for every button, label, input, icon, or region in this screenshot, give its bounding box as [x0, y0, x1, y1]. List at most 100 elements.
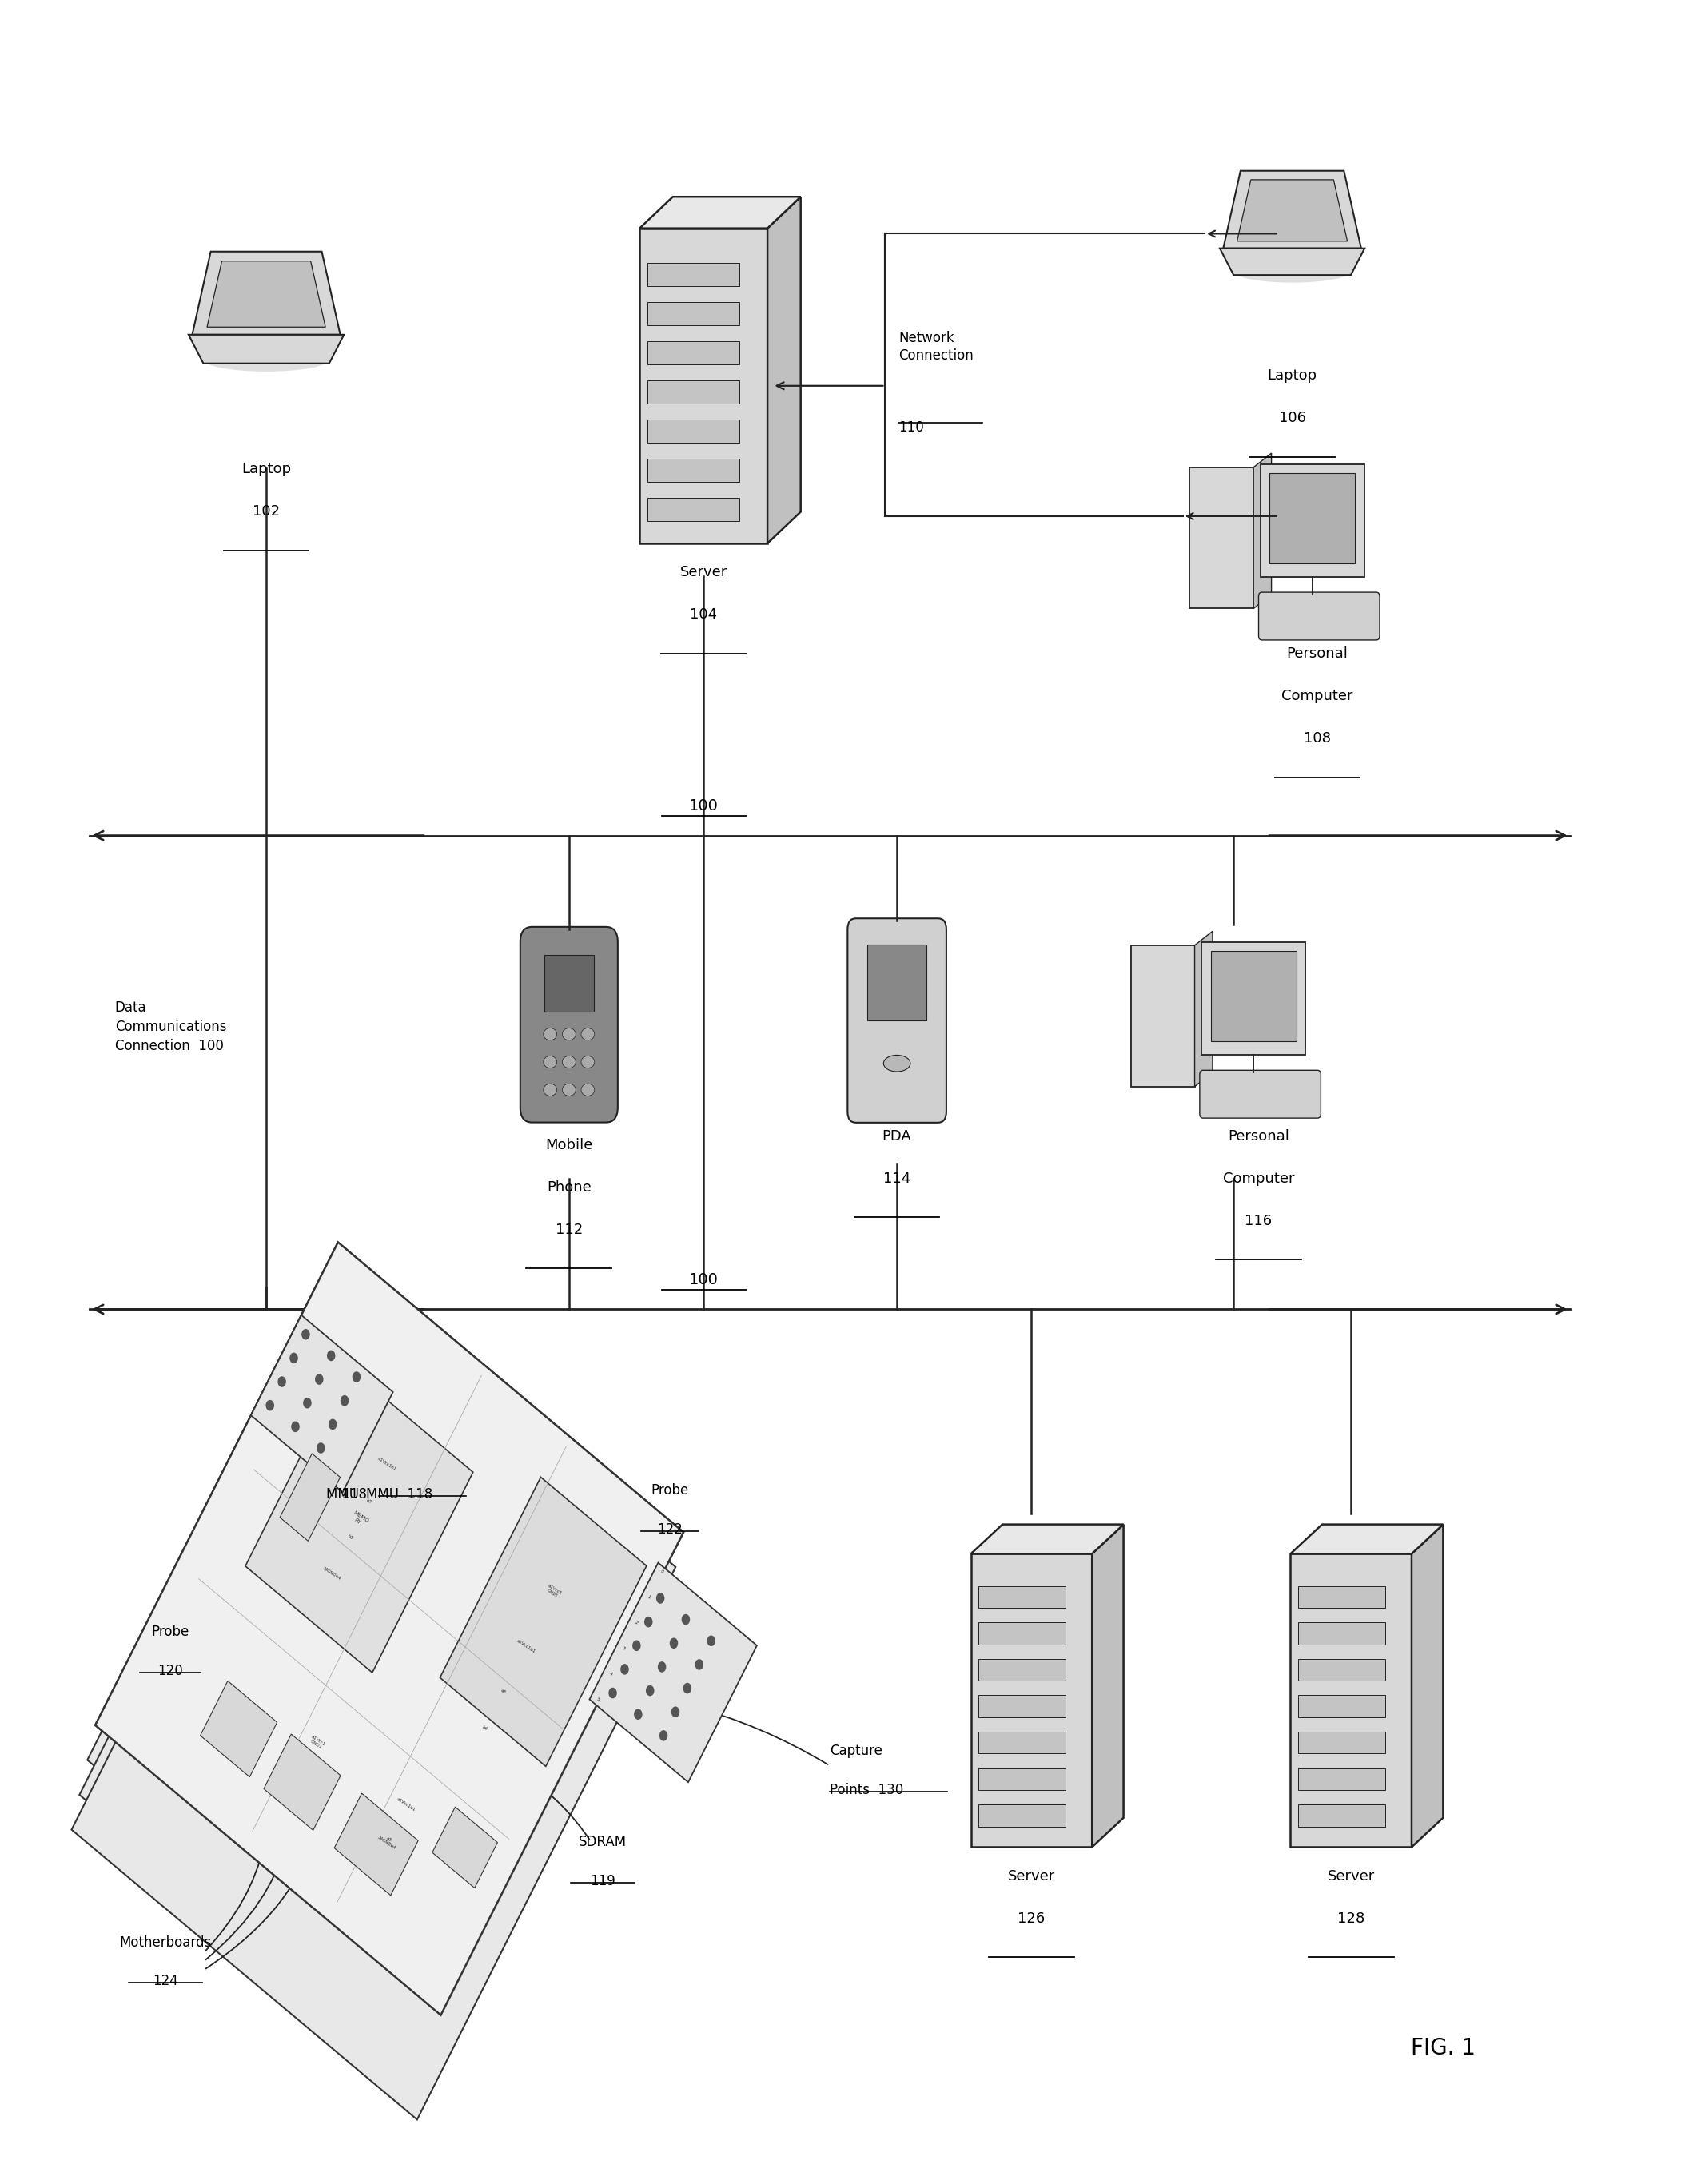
- FancyBboxPatch shape: [848, 919, 946, 1123]
- Ellipse shape: [682, 1614, 691, 1625]
- Polygon shape: [972, 1553, 1092, 1848]
- Text: 116: 116: [1244, 1214, 1271, 1227]
- Text: Computer: Computer: [1282, 688, 1353, 703]
- Text: 120: 120: [157, 1664, 183, 1677]
- Polygon shape: [1290, 1524, 1442, 1553]
- FancyBboxPatch shape: [520, 926, 618, 1123]
- Ellipse shape: [301, 1328, 310, 1339]
- Polygon shape: [1131, 946, 1195, 1088]
- Ellipse shape: [708, 1636, 716, 1647]
- Polygon shape: [1210, 950, 1297, 1042]
- Text: Computer: Computer: [1222, 1171, 1295, 1186]
- FancyBboxPatch shape: [1258, 592, 1380, 640]
- Ellipse shape: [543, 1055, 557, 1068]
- Bar: [647, 341, 740, 365]
- Text: b4: b4: [481, 1725, 488, 1732]
- Ellipse shape: [291, 1422, 300, 1433]
- Ellipse shape: [608, 1688, 616, 1699]
- Polygon shape: [1202, 941, 1305, 1055]
- Bar: [1299, 1804, 1385, 1826]
- Polygon shape: [543, 954, 594, 1011]
- Text: PDA: PDA: [882, 1129, 911, 1142]
- Text: 124: 124: [152, 1974, 178, 1990]
- Text: MEMO
RY: MEMO RY: [349, 1509, 369, 1529]
- Ellipse shape: [696, 1660, 704, 1671]
- Text: a3: a3: [499, 1688, 506, 1695]
- Polygon shape: [1260, 463, 1365, 577]
- Ellipse shape: [327, 1350, 335, 1361]
- Text: Probe: Probe: [652, 1483, 689, 1498]
- Polygon shape: [188, 334, 344, 363]
- Ellipse shape: [659, 1662, 665, 1673]
- Text: 104: 104: [691, 607, 718, 622]
- Text: 5: 5: [596, 1697, 599, 1701]
- Bar: [979, 1695, 1065, 1717]
- Polygon shape: [88, 1278, 676, 2051]
- Text: 3: 3: [621, 1647, 626, 1651]
- Bar: [979, 1732, 1065, 1754]
- Bar: [979, 1769, 1065, 1791]
- Ellipse shape: [303, 1398, 312, 1409]
- Polygon shape: [80, 1313, 667, 2086]
- Ellipse shape: [657, 1592, 665, 1603]
- Bar: [1299, 1586, 1385, 1607]
- Polygon shape: [279, 1455, 340, 1542]
- Text: 34GNDb4: 34GNDb4: [322, 1566, 342, 1581]
- Text: 108: 108: [1304, 732, 1331, 745]
- Text: b2: b2: [366, 1498, 372, 1505]
- FancyBboxPatch shape: [1200, 1070, 1321, 1118]
- Bar: [1299, 1623, 1385, 1645]
- Ellipse shape: [203, 347, 328, 371]
- Bar: [1299, 1769, 1385, 1791]
- Ellipse shape: [562, 1029, 576, 1040]
- Polygon shape: [264, 1734, 340, 1830]
- Text: 112: 112: [555, 1223, 582, 1236]
- Text: Points  130: Points 130: [830, 1782, 904, 1797]
- Bar: [647, 498, 740, 522]
- Text: 118: 118: [320, 1487, 367, 1503]
- Text: Probe: Probe: [151, 1625, 190, 1638]
- Polygon shape: [1219, 249, 1365, 275]
- Bar: [979, 1804, 1065, 1826]
- Bar: [647, 301, 740, 325]
- Ellipse shape: [562, 1083, 576, 1096]
- Polygon shape: [1224, 170, 1361, 249]
- Text: a1Vcc1b1: a1Vcc1b1: [396, 1797, 416, 1813]
- Polygon shape: [867, 946, 926, 1020]
- Text: Capture: Capture: [830, 1743, 882, 1758]
- Ellipse shape: [340, 1396, 349, 1406]
- Polygon shape: [972, 1524, 1124, 1553]
- Text: Personal: Personal: [1227, 1129, 1290, 1142]
- Text: 110: 110: [899, 422, 924, 435]
- Text: 100: 100: [689, 1273, 718, 1289]
- Text: 0: 0: [660, 1570, 664, 1575]
- Ellipse shape: [290, 1352, 298, 1363]
- Text: 126: 126: [1017, 1911, 1045, 1926]
- Text: Phone: Phone: [547, 1179, 591, 1195]
- Text: Server: Server: [1007, 1870, 1055, 1883]
- Polygon shape: [71, 1348, 660, 2121]
- Ellipse shape: [581, 1083, 594, 1096]
- Text: 128: 128: [1337, 1911, 1365, 1926]
- Bar: [979, 1660, 1065, 1682]
- Text: 119: 119: [589, 1874, 615, 1889]
- Ellipse shape: [543, 1083, 557, 1096]
- Polygon shape: [1270, 474, 1354, 563]
- Text: Laptop: Laptop: [1268, 369, 1317, 382]
- Polygon shape: [200, 1682, 278, 1778]
- Text: a1Vcc1
GNB1: a1Vcc1 GNB1: [545, 1583, 562, 1599]
- Ellipse shape: [352, 1372, 361, 1382]
- Bar: [647, 262, 740, 286]
- Text: 2: 2: [633, 1621, 638, 1625]
- Ellipse shape: [645, 1686, 653, 1697]
- Text: 122: 122: [657, 1522, 682, 1538]
- Text: FIG. 1: FIG. 1: [1412, 2035, 1476, 2060]
- Text: MMU: MMU: [327, 1487, 367, 1503]
- Ellipse shape: [633, 1640, 640, 1651]
- Text: Motherboards: Motherboards: [119, 1935, 212, 1950]
- Bar: [647, 380, 740, 404]
- Text: Data
Communications
Connection  100: Data Communications Connection 100: [115, 1000, 227, 1053]
- Ellipse shape: [620, 1664, 628, 1675]
- Text: a1Vcc1b1: a1Vcc1b1: [516, 1638, 537, 1653]
- Ellipse shape: [659, 1730, 667, 1741]
